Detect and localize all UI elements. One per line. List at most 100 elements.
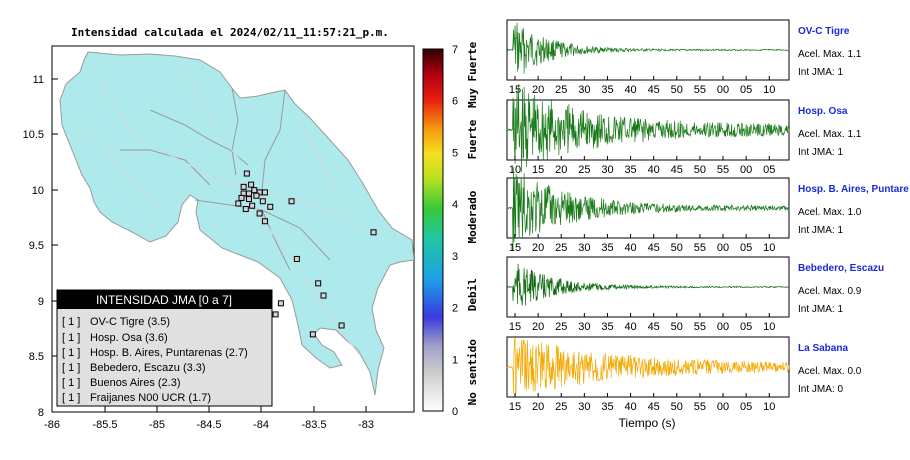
map-x-axis: -86 -85.5 -85 -84.5 -84 -83.5 -83 <box>44 406 374 431</box>
time-tick-label: 00 <box>717 401 729 413</box>
legend-entry-station: Hosp. B. Aires, Puntarenas (2.7) <box>90 347 248 359</box>
x-tick-label: -84 <box>253 419 269 431</box>
waveform-trace <box>506 83 790 173</box>
colorbar-category-label: No sentido <box>466 339 479 406</box>
province-borders <box>120 87 331 271</box>
legend-entry-station: OV-C Tigre (3.5) <box>90 316 170 328</box>
colorbar-category-label: Moderado <box>466 190 479 243</box>
x-tick-label: -83.5 <box>301 419 326 431</box>
map-title: Intensidad calculada el 2024/02/11_11:57… <box>71 26 389 39</box>
int-jma-label: Int JMA: 1 <box>798 225 843 236</box>
time-tick-label: 45 <box>648 401 660 413</box>
legend-entry-station: Fraijanes N00 UCR (1.7) <box>90 392 211 404</box>
time-tick-label: 50 <box>671 401 683 413</box>
station-marker <box>256 210 263 217</box>
waveform-panel: 15 20 25 30 35 40 45 50 55 00 05 10 OV-C Tigre Acel. … <box>506 19 862 96</box>
station-marker <box>309 331 316 338</box>
time-tick-label: 05 <box>740 242 752 254</box>
time-tick-label: 05 <box>763 164 775 176</box>
station-marker <box>251 187 258 194</box>
y-tick-label: 9 <box>38 296 44 308</box>
legend-entry-level: [ 1 ] <box>62 347 80 359</box>
station-marker <box>238 194 245 201</box>
time-tick-label: 15 <box>509 401 521 413</box>
waveform-frame <box>506 99 790 161</box>
time-tick-label: 10 <box>763 401 775 413</box>
time-tick-label: 20 <box>555 164 567 176</box>
waveform-trace <box>506 337 790 395</box>
colorbar-tick-label: 3 <box>452 251 458 263</box>
time-tick-label: 15 <box>509 84 521 96</box>
time-tick-label: 00 <box>717 321 729 333</box>
acel-max-label: Acel. Max. 0.9 <box>798 286 862 297</box>
time-tick-label: 00 <box>740 164 752 176</box>
station-marker <box>240 183 247 190</box>
colorbar-category-label: Fuerte <box>466 119 479 159</box>
time-tick-label: 55 <box>694 84 706 96</box>
time-tick-label: 10 <box>509 164 521 176</box>
legend-title: INTENSIDAD JMA [0 a 7] <box>96 293 232 307</box>
int-jma-label: Int JMA: 0 <box>798 384 843 395</box>
station-marker <box>253 192 260 199</box>
time-tick-label: 25 <box>555 401 567 413</box>
station-marker <box>259 198 266 205</box>
time-tick-label: 15 <box>509 321 521 333</box>
time-tick-label: 05 <box>740 84 752 96</box>
time-tick-label: 00 <box>717 242 729 254</box>
time-tick-label: 35 <box>601 242 613 254</box>
station-marker <box>245 190 252 197</box>
time-tick-label: 45 <box>648 242 660 254</box>
time-tick-label: 30 <box>601 164 613 176</box>
time-tick-label: 25 <box>555 242 567 254</box>
time-tick-label: 40 <box>624 242 636 254</box>
x-tick-label: -86 <box>44 419 60 431</box>
waveform-trace <box>506 263 790 306</box>
time-tick-label: 50 <box>671 84 683 96</box>
acel-max-label: Acel. Max. 1.1 <box>798 49 862 60</box>
colorbar-gradient <box>422 48 444 412</box>
station-name: Hosp. Osa <box>798 106 848 117</box>
time-tick-label: 45 <box>648 321 660 333</box>
time-tick-label: 35 <box>624 164 636 176</box>
time-tick-label: 40 <box>624 84 636 96</box>
waveform-panels: 15 20 25 30 35 40 45 50 55 00 05 10 OV-C Tigre Acel. … <box>506 19 909 413</box>
acel-max-label: Acel. Max. 1.1 <box>798 129 862 140</box>
time-tick-label: 40 <box>648 164 660 176</box>
station-name: La Sabana <box>798 343 848 354</box>
legend-entry-level: [ 1 ] <box>62 316 80 328</box>
time-tick-label: 30 <box>578 84 590 96</box>
time-tick-label: 15 <box>509 242 521 254</box>
time-tick-label: 25 <box>555 321 567 333</box>
station-marker <box>370 229 377 236</box>
int-jma-label: Int JMA: 1 <box>798 304 843 315</box>
y-tick-label: 10 <box>32 185 44 197</box>
x-tick-label: -85 <box>149 419 165 431</box>
time-tick-label: 25 <box>555 84 567 96</box>
colorbar-ticks: 0 1 2 3 4 5 6 7 <box>452 44 458 418</box>
waveform-trace <box>506 22 790 74</box>
colorbar-tick-label: 4 <box>452 199 458 211</box>
waveform-panel: 10 15 20 25 30 35 40 45 50 55 00 05 Hosp. Osa Acel. M… <box>506 83 862 176</box>
map-y-axis: 8 8.5 9 9.5 10 10.5 11 <box>23 74 58 419</box>
time-tick-label: 30 <box>578 242 590 254</box>
station-marker <box>235 200 242 207</box>
time-tick-label: 45 <box>648 84 660 96</box>
legend-entry-level: [ 1 ] <box>62 332 80 344</box>
station-name: Hosp. B. Aires, Puntare <box>798 184 909 195</box>
station-marker <box>261 218 268 225</box>
legend-entry-station: Bebedero, Escazu (3.3) <box>90 362 206 374</box>
colorbar-tick-label: 2 <box>452 303 458 315</box>
intensity-colorbar: 0 1 2 3 4 5 6 7 No sentido Debil Moderado Fuerte Mu… <box>422 41 479 418</box>
intensity-map: -86 -85.5 -85 -84.5 -84 -83.5 -83 8 8.5 … <box>23 45 415 431</box>
y-tick-label: 10.5 <box>23 129 44 141</box>
station-marker <box>249 202 256 209</box>
station-marker <box>277 300 284 307</box>
station-marker <box>272 311 279 318</box>
intensity-legend: INTENSIDAD JMA [0 a 7] [ 1 ] OV-C Tigre … <box>56 289 273 407</box>
station-name: Bebedero, Escazu <box>798 263 884 274</box>
y-tick-label: 8.5 <box>29 351 44 363</box>
y-tick-label: 9.5 <box>29 240 44 252</box>
int-jma-label: Int JMA: 1 <box>798 147 843 158</box>
station-marker <box>315 280 322 287</box>
x-tick-label: -84.5 <box>196 419 221 431</box>
